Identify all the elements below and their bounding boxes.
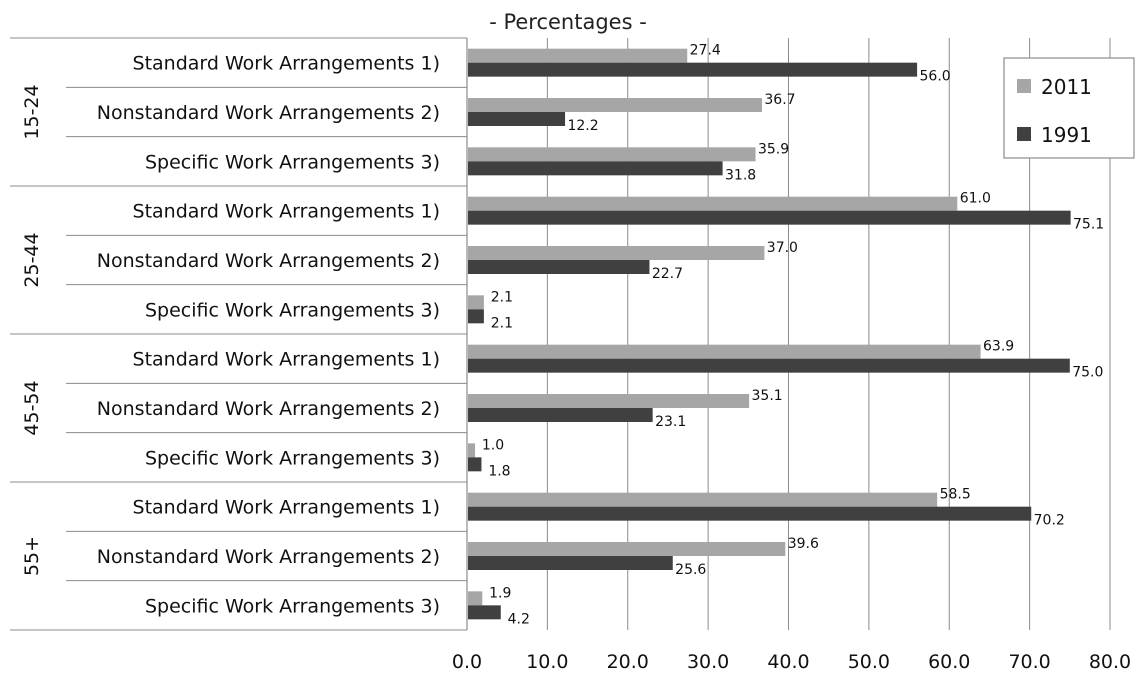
data-label-1991: 22.7: [652, 266, 683, 282]
bar-2011: [468, 246, 765, 260]
bar-1991: [468, 605, 501, 620]
x-tick-label: 40.0: [767, 651, 809, 673]
group-label: 15-24: [21, 84, 43, 139]
bar-2011: [468, 344, 981, 359]
category-label: Specific Work Arrangements 3): [145, 299, 440, 321]
category-axis: 0.0 10.0 20.0 30.0 40.0 50.0 60.0 70.0 80.0 15-24…: [10, 37, 1131, 673]
legend-swatch-2011: [1017, 79, 1031, 93]
category-label: Standard Work Arrangements 1): [133, 349, 440, 371]
data-label-1991: 75.1: [1073, 217, 1104, 233]
x-tick-label: 60.0: [928, 651, 970, 673]
data-label-2011: 1.0: [482, 437, 504, 453]
category-label: Standard Work Arrangements 1): [133, 53, 440, 75]
bar-1991: [468, 161, 723, 176]
group-label: 55+: [21, 536, 43, 576]
legend-box: [1003, 57, 1135, 159]
bar-1991: [468, 112, 566, 126]
x-tick-label: 50.0: [848, 651, 890, 673]
bar-2011: [468, 295, 484, 310]
bar-2011: [468, 196, 958, 211]
data-label-2011: 61.0: [960, 191, 991, 207]
data-label-1991: 4.2: [508, 611, 530, 627]
chart-title: - Percentages -: [489, 10, 647, 34]
bar-2011: [468, 591, 483, 606]
data-label-1991: 56.0: [920, 69, 951, 85]
x-tick-label: 0.0: [452, 651, 482, 673]
data-label-2011: 35.9: [758, 141, 789, 157]
x-tick-label: 20.0: [607, 651, 649, 673]
legend: 2011 1991: [1003, 57, 1135, 159]
data-label-2011: 27.4: [690, 43, 721, 59]
data-label-2011: 37.0: [767, 240, 798, 256]
bars: [468, 48, 1071, 620]
category-label: Nonstandard Work Arrangements 2): [97, 398, 440, 420]
bar-1991: [468, 408, 653, 422]
category-label: Specific Work Arrangements 3): [145, 151, 440, 173]
bar-1991: [468, 309, 484, 324]
data-label-2011: 63.9: [983, 339, 1014, 355]
bar-1991: [468, 457, 482, 472]
data-label-1991: 70.2: [1034, 513, 1065, 529]
data-label-1991: 12.2: [567, 118, 598, 134]
category-label: Standard Work Arrangements 1): [133, 201, 440, 223]
bar-2011: [468, 98, 762, 112]
bar-1991: [468, 358, 1070, 373]
data-label-1991: 2.1: [491, 315, 513, 331]
bar-2011: [468, 443, 476, 458]
category-label: Specific Work Arrangements 3): [145, 447, 440, 469]
data-label-2011: 35.1: [752, 388, 783, 404]
x-tick-label: 10.0: [526, 651, 568, 673]
data-label-1991: 1.8: [488, 463, 510, 479]
data-labels: 27.4 56.0 36.7 12.2 35.931.8 61.0 75.1 37.0 22.7…: [482, 43, 1104, 628]
x-tick-label: 80.0: [1089, 651, 1131, 673]
bar-1991: [468, 260, 650, 274]
bar-1991: [468, 210, 1071, 225]
bar-2011: [468, 48, 688, 63]
data-label-2011: 2.1: [491, 289, 513, 305]
group-label: 45-54: [21, 380, 43, 435]
category-label: Standard Work Arrangements 1): [133, 497, 440, 519]
data-label-1991: 75.0: [1072, 365, 1103, 381]
bar-1991: [468, 506, 1032, 521]
category-label: Nonstandard Work Arrangements 2): [97, 102, 440, 124]
category-label: Nonstandard Work Arrangements 2): [97, 250, 440, 272]
bar-2011: [468, 542, 786, 556]
x-tick-label: 70.0: [1008, 651, 1050, 673]
data-label-2011: 1.9: [489, 585, 511, 601]
data-label-2011: 36.7: [764, 92, 795, 108]
x-tick-label: 30.0: [687, 651, 729, 673]
data-label-2011: 58.5: [940, 487, 971, 503]
data-label-1991: 23.1: [655, 414, 686, 430]
data-label-1991: 25.6: [675, 562, 706, 578]
legend-label-2011: 2011: [1041, 75, 1092, 99]
legend-label-1991: 1991: [1041, 123, 1092, 147]
bar-2011: [468, 492, 938, 507]
bar-2011: [468, 394, 750, 408]
bar-1991: [468, 556, 673, 570]
data-label-2011: 39.6: [788, 536, 819, 552]
bar-1991: [468, 62, 918, 77]
group-label: 25-44: [21, 232, 43, 287]
category-label: Specific Work Arrangements 3): [145, 595, 440, 617]
legend-swatch-1991: [1017, 127, 1031, 141]
data-label-1991: 31.8: [725, 167, 756, 183]
bar-2011: [468, 147, 756, 162]
category-label: Nonstandard Work Arrangements 2): [97, 546, 440, 568]
